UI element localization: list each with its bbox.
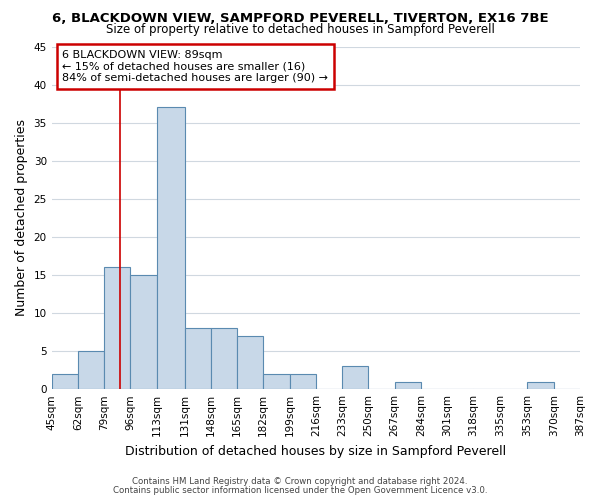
Bar — [157, 108, 185, 389]
Text: Contains HM Land Registry data © Crown copyright and database right 2024.: Contains HM Land Registry data © Crown c… — [132, 477, 468, 486]
Bar — [263, 374, 290, 389]
Bar — [237, 336, 263, 389]
Bar — [78, 351, 104, 389]
Text: Size of property relative to detached houses in Sampford Peverell: Size of property relative to detached ho… — [106, 22, 494, 36]
Text: 6, BLACKDOWN VIEW, SAMPFORD PEVERELL, TIVERTON, EX16 7BE: 6, BLACKDOWN VIEW, SAMPFORD PEVERELL, TI… — [52, 12, 548, 26]
Bar — [130, 275, 157, 389]
Bar — [395, 382, 421, 389]
Bar — [527, 382, 554, 389]
X-axis label: Distribution of detached houses by size in Sampford Peverell: Distribution of detached houses by size … — [125, 444, 506, 458]
Bar — [290, 374, 316, 389]
Bar — [185, 328, 211, 389]
Y-axis label: Number of detached properties: Number of detached properties — [15, 120, 28, 316]
Bar — [211, 328, 237, 389]
Bar — [52, 374, 78, 389]
Text: 6 BLACKDOWN VIEW: 89sqm
← 15% of detached houses are smaller (16)
84% of semi-de: 6 BLACKDOWN VIEW: 89sqm ← 15% of detache… — [62, 50, 328, 83]
Bar — [342, 366, 368, 389]
Bar — [104, 268, 130, 389]
Text: Contains public sector information licensed under the Open Government Licence v3: Contains public sector information licen… — [113, 486, 487, 495]
